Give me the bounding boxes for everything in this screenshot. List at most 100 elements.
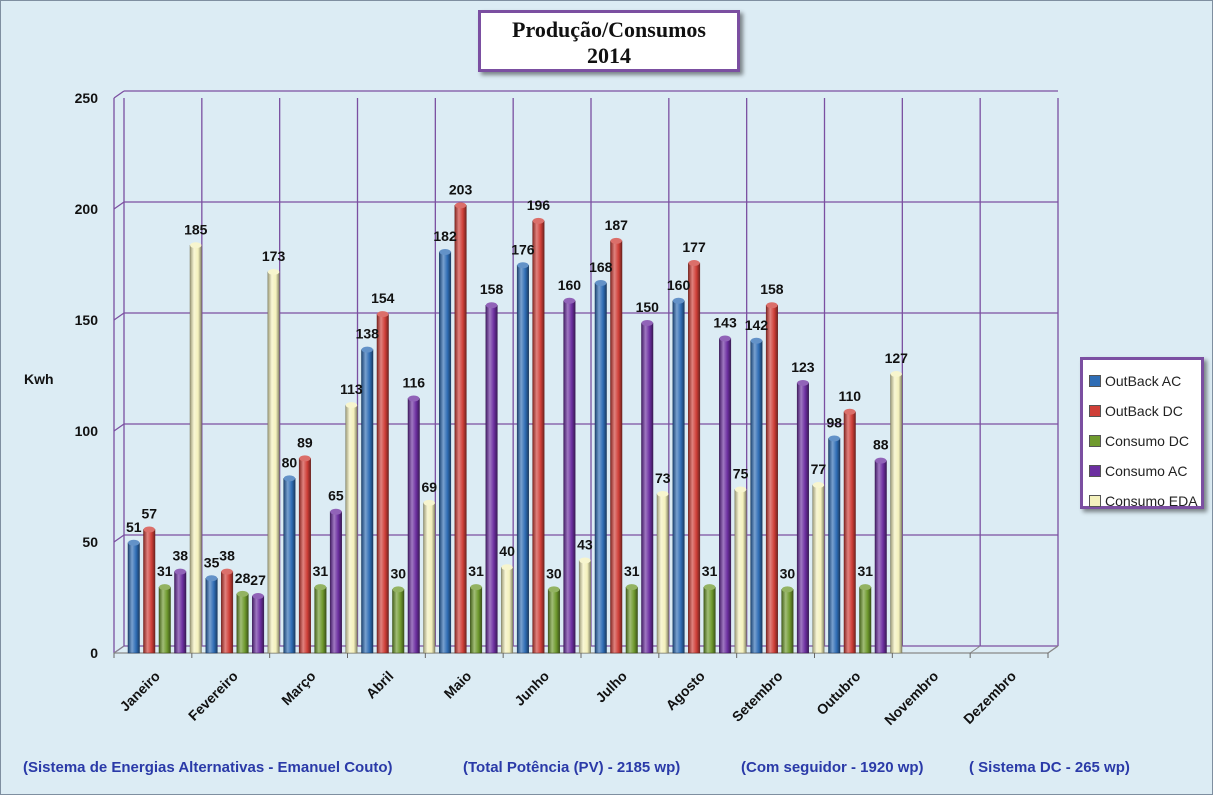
x-tick-label: Agosto: [662, 668, 707, 713]
data-label: 51: [126, 519, 142, 535]
bar-cap: [454, 202, 467, 209]
bar-cap: [672, 297, 685, 304]
bar: [501, 566, 514, 654]
bar-cap: [236, 590, 249, 597]
bar-cap: [890, 371, 902, 378]
y-tick-label: 0: [90, 645, 98, 661]
bar-cap: [626, 584, 638, 591]
data-label: 27: [250, 572, 266, 588]
bar: [158, 586, 171, 654]
bar: [439, 251, 452, 654]
x-tick-label: Novembro: [881, 668, 941, 728]
data-label: 196: [527, 197, 551, 213]
bar-cap: [657, 490, 669, 497]
data-label: 38: [219, 548, 235, 564]
x-tick-label: Maio: [441, 668, 475, 702]
bar: [189, 245, 202, 654]
data-label: 160: [667, 277, 691, 293]
x-tick-label: Dezembro: [960, 668, 1019, 727]
data-label: 89: [297, 434, 313, 450]
bar: [781, 589, 794, 654]
y-tick-label: 200: [75, 201, 99, 217]
legend-label: Consumo DC: [1105, 433, 1190, 449]
bar: [298, 458, 311, 654]
bar: [329, 511, 342, 654]
data-label: 40: [499, 543, 515, 559]
data-label: 31: [857, 563, 873, 579]
bar: [376, 313, 389, 654]
bar: [485, 304, 498, 654]
data-label: 30: [390, 565, 406, 581]
data-label: 168: [589, 259, 613, 275]
data-label: 30: [546, 565, 562, 581]
data-label: 43: [577, 537, 593, 553]
bar: [205, 578, 218, 654]
y-tick-label: 250: [75, 90, 99, 106]
chart-year: 2014: [587, 43, 631, 68]
bar-cap: [501, 564, 513, 571]
bar-cap: [267, 268, 280, 275]
x-tick-label: Março: [278, 668, 318, 708]
bar: [314, 586, 327, 654]
data-label: 123: [791, 359, 815, 375]
x-tick-label: Abril: [363, 668, 397, 702]
footnote-system: (Sistema de Energias Alternativas - Eman…: [23, 759, 393, 776]
bar-cap: [797, 379, 809, 386]
bar-cap: [205, 575, 218, 582]
data-label: 31: [468, 563, 484, 579]
bar: [361, 349, 374, 654]
bar-cap: [361, 346, 373, 353]
bar: [843, 411, 856, 654]
data-label: 38: [172, 548, 188, 564]
bar-cap: [299, 455, 311, 462]
bar: [252, 595, 265, 654]
data-label: 57: [141, 505, 157, 521]
bar-cap: [750, 337, 763, 344]
data-label: 143: [713, 315, 737, 331]
bar: [532, 220, 545, 654]
bar: [750, 340, 763, 654]
legend-item: Consumo DC: [1083, 426, 1201, 456]
chart-title-box: Produção/Consumos 2014: [478, 10, 740, 72]
bar: [578, 560, 591, 654]
bar: [828, 438, 841, 654]
data-label: 116: [402, 374, 425, 390]
data-label: 127: [885, 350, 909, 366]
bar-cap: [330, 508, 342, 515]
data-label: 35: [204, 554, 220, 570]
x-tick-label: Fevereiro: [185, 668, 241, 724]
bar: [719, 338, 732, 654]
bar-cap: [190, 242, 202, 249]
bar: [236, 593, 249, 654]
bar: [610, 240, 623, 654]
y-tick-label: 50: [82, 534, 98, 550]
footnote-dc-system: ( Sistema DC - 265 wp): [969, 759, 1130, 776]
bar: [859, 586, 872, 654]
data-label: 31: [157, 563, 173, 579]
legend-item: Consumo AC: [1083, 456, 1201, 486]
data-label: 154: [371, 290, 395, 306]
data-label: 177: [682, 239, 706, 255]
data-label: 173: [262, 248, 286, 264]
bar-cap: [252, 593, 264, 600]
legend-swatch: [1089, 375, 1101, 387]
x-tick-label: Outubro: [813, 668, 863, 718]
bar: [547, 589, 560, 654]
bar: [470, 586, 483, 654]
data-label: 203: [449, 181, 473, 197]
data-label: 176: [511, 241, 535, 257]
bar: [688, 262, 701, 654]
legend-label: OutBack DC: [1105, 403, 1183, 419]
bar: [594, 282, 607, 654]
x-tick-label: Julho: [592, 668, 630, 706]
bar-cap: [143, 526, 155, 533]
bar-cap: [532, 217, 545, 224]
y-tick-label: 100: [75, 423, 99, 439]
bar: [703, 586, 716, 654]
bar: [734, 489, 747, 654]
legend-item: Consumo EDA: [1083, 486, 1201, 516]
bar: [672, 300, 685, 654]
data-label: 88: [873, 437, 889, 453]
data-label: 185: [184, 221, 208, 237]
